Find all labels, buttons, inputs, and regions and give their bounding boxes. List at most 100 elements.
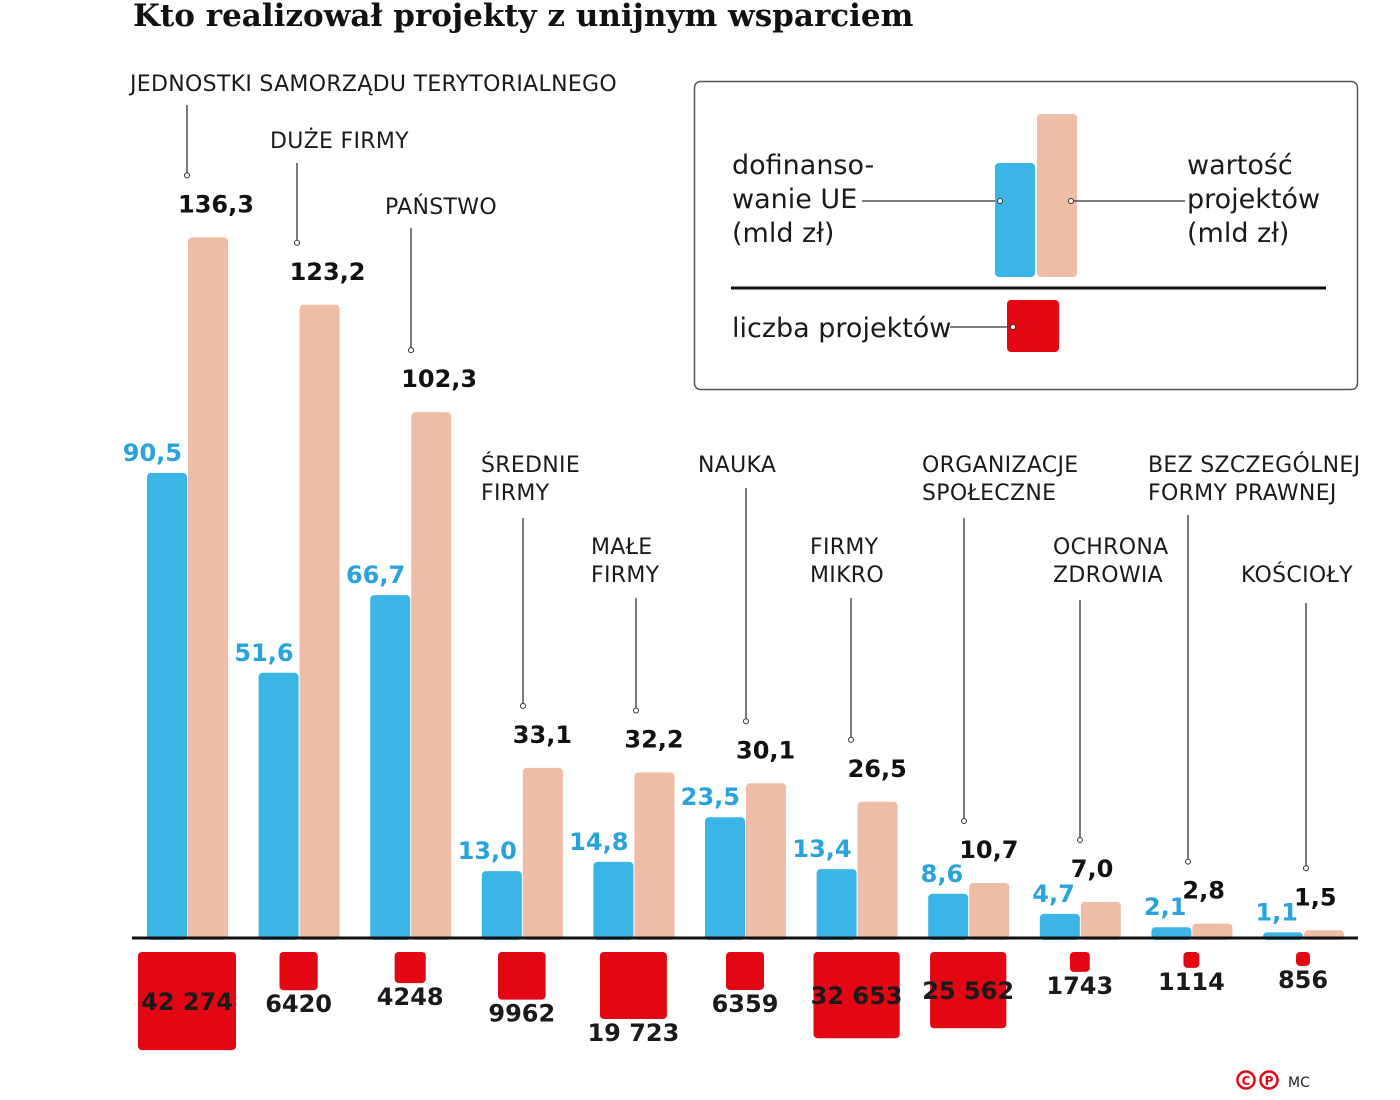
category-label: FIRMY xyxy=(481,481,550,506)
label-eu-funding: 51,6 xyxy=(234,639,293,667)
category-leader-dot xyxy=(961,818,967,825)
project-count-label: 1114 xyxy=(1158,968,1225,996)
label-project-value: 1,5 xyxy=(1294,883,1337,911)
label-eu-funding: 8,6 xyxy=(921,860,964,888)
bar-project-value xyxy=(1192,923,1233,940)
project-count-square xyxy=(1183,952,1200,968)
category-label: KOŚCIOŁY xyxy=(1241,562,1353,588)
category-leader-dot xyxy=(408,347,414,354)
label-eu-funding: 13,0 xyxy=(458,837,517,865)
legend-value-line-1: wartość xyxy=(1187,150,1293,181)
project-count-square xyxy=(725,952,765,991)
legend-eu-swatch xyxy=(995,163,1035,277)
project-count-square xyxy=(1069,952,1090,972)
category-label: PAŃSTWO xyxy=(385,194,497,220)
category-leader-dot xyxy=(633,707,639,714)
bar-eu-funding xyxy=(1039,913,1080,940)
chart-title: Kto realizował projekty z unijnym wsparc… xyxy=(133,0,914,34)
project-count-square xyxy=(497,952,546,1000)
legend-value-line-2: projektów xyxy=(1187,184,1320,215)
credit-author: MC xyxy=(1288,1075,1310,1091)
label-eu-funding: 14,8 xyxy=(569,828,628,856)
project-count-label: 6359 xyxy=(712,990,779,1018)
label-eu-funding: 66,7 xyxy=(346,561,405,589)
project-count-label: 6420 xyxy=(265,990,332,1018)
label-project-value: 2,8 xyxy=(1182,877,1225,905)
label-eu-funding: 2,1 xyxy=(1144,893,1187,921)
project-count-label: 32 653 xyxy=(811,982,903,1010)
legend-eu-dot xyxy=(997,198,1003,204)
project-count-label: 9962 xyxy=(488,1000,555,1028)
category-leader-dot xyxy=(1303,865,1309,872)
label-project-value: 136,3 xyxy=(178,190,254,218)
bar-eu-funding xyxy=(705,817,745,940)
category-label: JEDNOSTKI SAMORZĄDU TERYTORIALNEGO xyxy=(128,72,617,97)
bar-eu-funding xyxy=(258,672,299,940)
bar-project-value xyxy=(522,767,563,940)
legend-eu-line-1: dofinanso- xyxy=(732,150,874,181)
category-leader-dot xyxy=(294,239,300,246)
bar-project-value xyxy=(857,801,898,940)
category-label: MAŁE xyxy=(591,535,653,560)
bar-project-value xyxy=(969,883,1010,940)
category-leader-dot xyxy=(184,172,190,179)
label-project-value: 32,2 xyxy=(624,725,683,753)
legend-count-dot xyxy=(1010,324,1016,330)
category-leader-dot xyxy=(743,718,749,725)
legend-value-swatch xyxy=(1037,114,1077,277)
project-count-label: 19 723 xyxy=(587,1019,679,1047)
bar-project-value xyxy=(299,304,340,940)
project-count-square xyxy=(599,952,667,1019)
label-project-value: 30,1 xyxy=(736,736,795,764)
category-label: FIRMY xyxy=(810,535,879,560)
category-label: ŚREDNIE xyxy=(481,452,580,478)
project-count-square xyxy=(279,952,318,991)
bar-eu-funding xyxy=(593,861,634,940)
credit: C P MC xyxy=(1236,1070,1310,1091)
bar-project-value xyxy=(634,772,675,940)
category-label: BEZ SZCZEGÓLNEJ xyxy=(1148,452,1360,478)
label-eu-funding: 1,1 xyxy=(1255,898,1298,926)
legend-eu-line-3: (mld zł) xyxy=(732,218,834,249)
label-eu-funding: 90,5 xyxy=(123,439,182,467)
project-count-label: 25 562 xyxy=(922,977,1014,1005)
legend-count-swatch xyxy=(1007,300,1059,352)
label-project-value: 7,0 xyxy=(1071,855,1114,883)
bar-eu-funding xyxy=(147,472,187,940)
category-label: FIRMY xyxy=(591,563,660,588)
category-leader-dot xyxy=(848,736,854,743)
category-label: FORMY PRAWNEJ xyxy=(1148,481,1337,506)
category-label: NAUKA xyxy=(698,453,776,478)
bar-eu-funding xyxy=(928,893,969,940)
project-count-square xyxy=(813,952,900,1039)
phonogram-logo-icon xyxy=(1259,1070,1279,1090)
category-label: DUŻE FIRMY xyxy=(270,128,409,154)
legend: dofinanso- wanie UE (mld zł) wartość pro… xyxy=(693,80,1359,391)
bar-project-value xyxy=(411,412,452,941)
project-count-square xyxy=(137,952,237,1051)
category-leader-dot xyxy=(1185,858,1191,865)
category-leader-dot xyxy=(520,702,526,709)
project-counts: 42 274 6420 4248 9962 19 723 6359 32 653 25 562… xyxy=(137,952,1328,1051)
legend-count-label: liczba projektów xyxy=(732,313,951,344)
legend-box xyxy=(693,80,1359,391)
label-project-value: 123,2 xyxy=(290,258,366,286)
category-label: MIKRO xyxy=(810,563,884,588)
project-count-square xyxy=(394,952,426,984)
label-project-value: 33,1 xyxy=(513,721,572,749)
label-eu-funding: 23,5 xyxy=(681,783,740,811)
project-count-label: 1743 xyxy=(1046,972,1113,1000)
legend-value-dot xyxy=(1068,198,1074,204)
project-count-label: 856 xyxy=(1278,966,1328,994)
label-eu-funding: 4,7 xyxy=(1032,880,1075,908)
copyright-logo-icon xyxy=(1236,1070,1256,1090)
bar-eu-funding xyxy=(370,595,411,940)
legend-eu-line-2: wanie UE xyxy=(732,184,857,215)
label-project-value: 26,5 xyxy=(848,755,907,783)
project-count-square xyxy=(930,952,1007,1029)
bar-project-value xyxy=(188,237,228,941)
category-leader-dot xyxy=(1077,837,1083,844)
bar-project-value xyxy=(746,783,786,940)
category-label: ZDROWIA xyxy=(1053,563,1163,588)
